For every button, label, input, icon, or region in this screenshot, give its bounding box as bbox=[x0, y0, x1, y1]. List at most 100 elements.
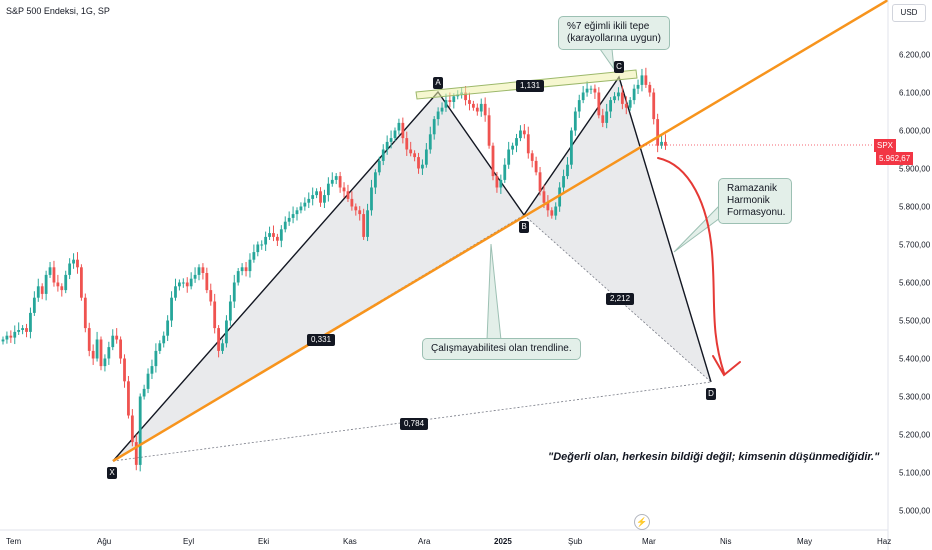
candle-body bbox=[440, 107, 444, 112]
candle-body bbox=[350, 198, 354, 207]
candle-body bbox=[68, 263, 72, 275]
candle-body bbox=[181, 282, 185, 284]
candle-body bbox=[56, 282, 60, 287]
candle-body bbox=[9, 335, 13, 338]
candle-body bbox=[362, 214, 366, 237]
candle-body bbox=[507, 149, 511, 165]
candle-body bbox=[221, 343, 224, 351]
x-tick-label: Ağu bbox=[97, 537, 111, 546]
candle-body bbox=[385, 141, 389, 150]
candle-body bbox=[581, 92, 585, 101]
x-tick-label: Şub bbox=[568, 537, 583, 546]
candle-body bbox=[522, 130, 526, 135]
candle-body bbox=[577, 100, 581, 112]
candle-body bbox=[468, 100, 471, 104]
candle-body bbox=[511, 145, 514, 150]
x-tick-label: May bbox=[797, 537, 812, 546]
candle-body bbox=[40, 286, 44, 294]
candle-body bbox=[366, 210, 369, 237]
point-c-label: C bbox=[614, 61, 624, 73]
x-tick-label: Mar bbox=[642, 537, 656, 546]
candle-body bbox=[444, 100, 448, 108]
candle-body bbox=[585, 88, 589, 93]
candle-body bbox=[393, 130, 397, 139]
candle-body bbox=[405, 138, 409, 150]
candle-body bbox=[338, 176, 342, 188]
candle-body bbox=[60, 286, 64, 291]
candle-body bbox=[573, 111, 577, 131]
double-top-note[interactable]: %7 eğimli ikili tepe (karayollarına uygu… bbox=[558, 16, 670, 50]
candle-body bbox=[656, 119, 660, 146]
y-tick-label: 5.500,00 bbox=[899, 317, 931, 326]
candle-body bbox=[472, 103, 475, 108]
x-tick-label: Nis bbox=[720, 537, 732, 546]
candle-body bbox=[644, 75, 648, 85]
candle-body bbox=[25, 328, 28, 332]
point-d-label: D bbox=[706, 388, 716, 400]
candle-body bbox=[546, 202, 550, 211]
candle-body bbox=[617, 92, 620, 97]
overlay-layer bbox=[112, 0, 889, 463]
candle-body bbox=[83, 297, 87, 329]
candle-body bbox=[103, 358, 107, 367]
candle-body bbox=[624, 103, 628, 108]
candle-body bbox=[432, 119, 436, 135]
y-tick-label: 5.300,00 bbox=[899, 393, 931, 402]
lightning-icon[interactable]: ⚡ bbox=[634, 514, 650, 530]
y-tick-label: 6.200,00 bbox=[899, 51, 931, 60]
candle-body bbox=[495, 176, 499, 188]
candle-body bbox=[193, 274, 197, 279]
candle-body bbox=[311, 195, 315, 199]
y-tick-label: 6.100,00 bbox=[899, 89, 931, 98]
candle-body bbox=[558, 187, 562, 207]
candle-body bbox=[189, 278, 193, 287]
candle-body bbox=[107, 347, 111, 359]
candle-body bbox=[76, 259, 79, 268]
candle-body bbox=[354, 206, 358, 211]
candle-body bbox=[283, 221, 287, 230]
double-top-tail bbox=[599, 48, 615, 71]
point-b-label: B bbox=[519, 221, 529, 233]
candle-body bbox=[72, 259, 75, 264]
candle-body bbox=[303, 202, 307, 207]
x-tick-label: Kas bbox=[343, 537, 357, 546]
candle-body bbox=[389, 138, 393, 142]
pattern-xab-fill bbox=[113, 92, 524, 461]
candle-body bbox=[566, 164, 569, 177]
candle-body bbox=[91, 350, 95, 359]
currency-button[interactable]: USD bbox=[892, 4, 926, 22]
candle-body bbox=[154, 350, 158, 367]
candle-body bbox=[146, 373, 150, 389]
candle-body bbox=[291, 214, 295, 218]
candle-body bbox=[185, 282, 189, 287]
candle-body bbox=[29, 312, 32, 332]
chart-title: S&P 500 Endeksi, 1G, SP bbox=[6, 6, 110, 16]
candle-body bbox=[613, 96, 616, 101]
candles-layer bbox=[1, 67, 667, 472]
candle-body bbox=[295, 210, 299, 215]
candle-body bbox=[48, 267, 52, 275]
candle-body bbox=[21, 328, 24, 330]
candle-body bbox=[228, 301, 232, 321]
candle-body bbox=[550, 210, 554, 216]
candle-body bbox=[99, 339, 103, 367]
candle-body bbox=[115, 335, 119, 340]
trendline-note[interactable]: Çalışmayabilitesi olan trendline. bbox=[422, 338, 581, 360]
candle-body bbox=[664, 141, 667, 146]
y-axis[interactable]: 6.200,00 6.100,00 6.000,00 5.900,00 5.800,00… bbox=[887, 0, 931, 550]
y-tick-label: 5.900,00 bbox=[899, 165, 931, 174]
candle-body bbox=[52, 267, 56, 283]
pattern-note[interactable]: Ramazanik Harmonik Formasyonu. bbox=[718, 178, 792, 224]
candle-body bbox=[542, 191, 546, 203]
candle-body bbox=[515, 138, 518, 146]
candle-body bbox=[279, 229, 283, 241]
ratio-bd: 2,212 bbox=[606, 293, 635, 305]
candle-body bbox=[5, 335, 9, 340]
candle-body bbox=[377, 160, 381, 173]
candle-body bbox=[526, 134, 530, 154]
y-tick-label: 5.200,00 bbox=[899, 431, 931, 440]
x-axis[interactable]: Tem Ağu Eyl Eki Kas Ara 2025 Şub Mar Nis May Haz bbox=[0, 529, 891, 546]
candle-body bbox=[401, 122, 405, 139]
point-a-label: A bbox=[433, 77, 443, 89]
